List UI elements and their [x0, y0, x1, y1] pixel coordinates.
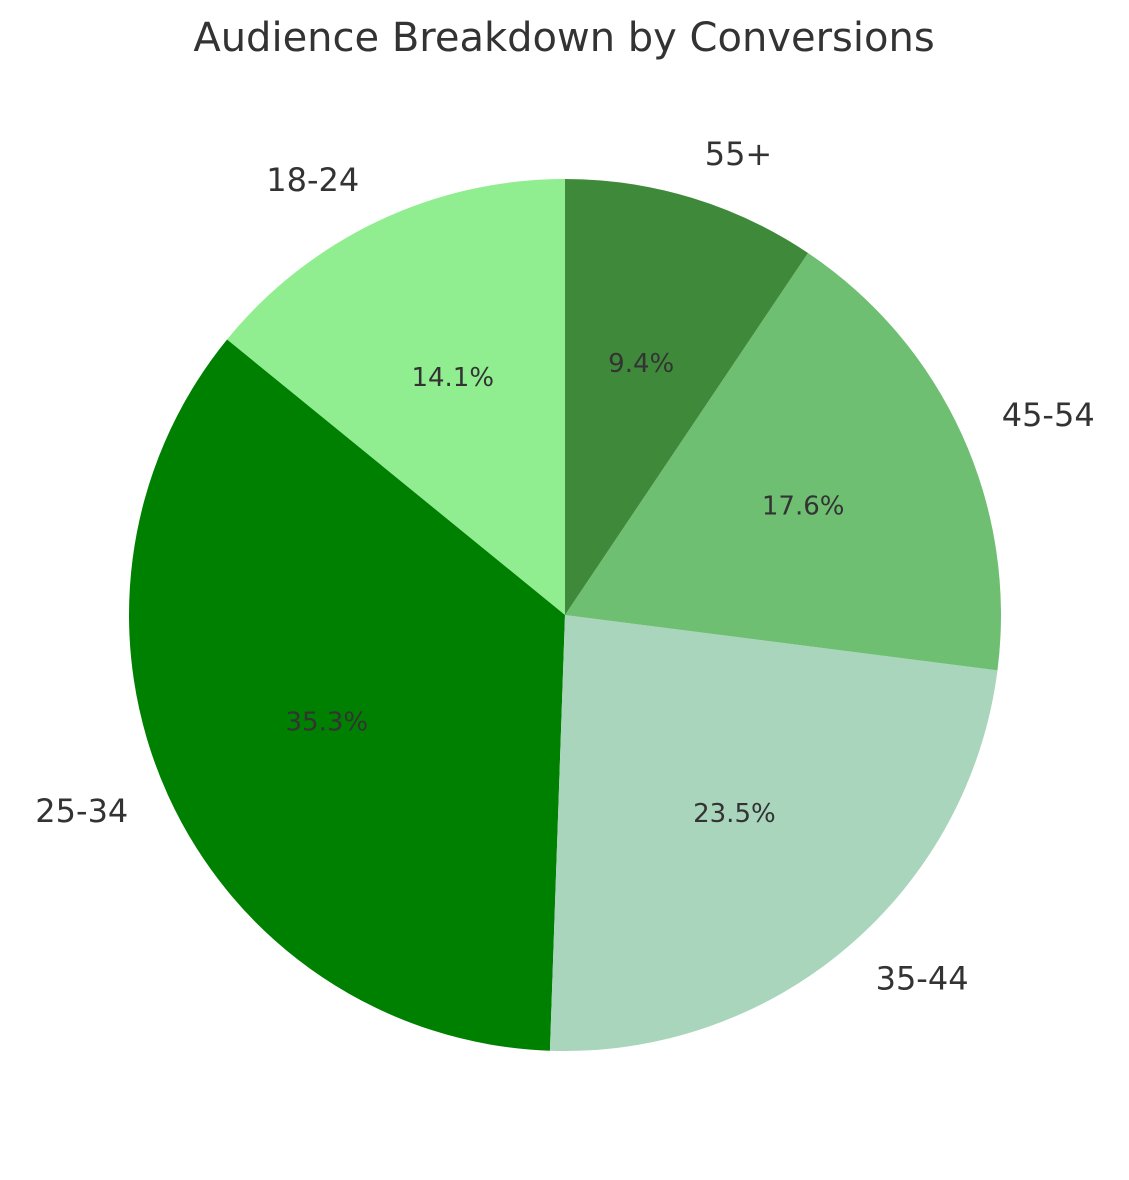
chart-title: Audience Breakdown by Conversions	[193, 15, 934, 61]
pie-slice	[565, 179, 809, 615]
pie-slice	[549, 615, 998, 1051]
category-label: 35-44	[876, 959, 969, 997]
value-label: 14.1%	[411, 363, 494, 393]
value-label: 17.6%	[762, 491, 845, 521]
category-label: 18-24	[266, 161, 359, 199]
pie-slice	[565, 253, 1001, 671]
value-label: 23.5%	[693, 799, 776, 829]
value-label: 9.4%	[608, 349, 674, 379]
category-label: 45-54	[1002, 396, 1095, 434]
pie-slice	[227, 179, 566, 615]
pie-slice	[129, 339, 565, 1051]
category-label: 25-34	[35, 792, 128, 830]
value-label: 35.3%	[285, 708, 368, 738]
category-label: 55+	[705, 135, 773, 173]
